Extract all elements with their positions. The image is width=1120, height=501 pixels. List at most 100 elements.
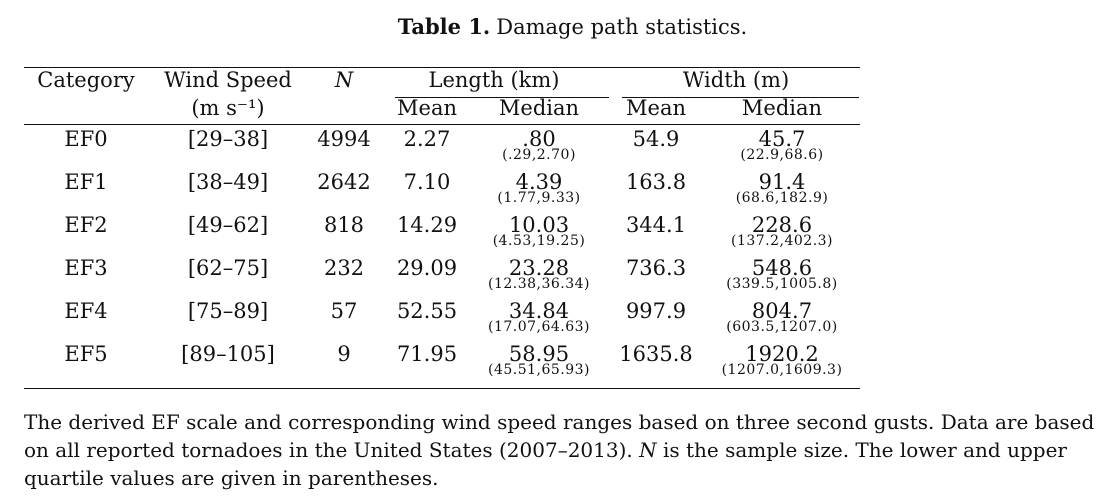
cell-width-median-quartiles: (22.9,68.6)	[740, 147, 824, 163]
cell-width-median-value: 228.6	[751, 213, 813, 237]
header-width: Width (m)	[682, 68, 790, 92]
cell-width-median-value: 548.6	[751, 256, 813, 280]
cell-width-mean-value: 1635.8	[619, 342, 693, 366]
cell-n-value: 232	[323, 256, 365, 280]
cell-width-median-value: 804.7	[751, 299, 813, 323]
cell-width-median-quartiles: (339.5,1005.8)	[726, 276, 838, 292]
header-category: Category	[37, 68, 135, 92]
cell-n-value: 9	[337, 342, 351, 366]
cell-width-median: 91.4 (68.6,182.9)	[736, 171, 829, 206]
top-rule	[24, 67, 860, 69]
table-caption: Table 1. Damage path statistics.	[0, 14, 1120, 39]
table-note: The derived EF scale and corresponding w…	[24, 408, 1114, 492]
cell-n-value: 57	[330, 299, 358, 323]
header-width-mean: Mean	[626, 96, 686, 120]
cell-length-mean: 7.10	[404, 171, 451, 193]
cell-category: EF2	[64, 214, 107, 236]
cell-n: 232	[324, 257, 364, 279]
cell-length-median-quartiles: (1.77,9.33)	[497, 190, 581, 206]
cell-category-value: EF5	[64, 342, 108, 366]
cell-width-median-value: 45.7	[758, 127, 806, 151]
cell-length-median-quartiles: (.29,2.70)	[502, 147, 576, 163]
cell-wind-speed: [29–38]	[188, 128, 268, 150]
cell-width-median: 45.7 (22.9,68.6)	[740, 128, 823, 163]
cell-wind-speed: [75–89]	[188, 300, 268, 322]
cell-n: 9	[337, 343, 350, 365]
cell-wind-speed-value: [29–38]	[187, 127, 269, 151]
cell-width-median: 1920.2 (1207.0,1609.3)	[722, 343, 843, 378]
cell-length-mean: 2.27	[404, 128, 451, 150]
cell-width-median-value: 91.4	[758, 170, 806, 194]
cell-n: 818	[324, 214, 364, 236]
cell-length-median: 23.28 (12.38,36.34)	[488, 257, 590, 292]
header-n: N	[334, 68, 354, 92]
cell-n-value: 4994	[317, 127, 371, 151]
cell-category: EF0	[64, 128, 107, 150]
cell-length-median: 10.03 (4.53,19.25)	[493, 214, 586, 249]
header-rule	[24, 124, 860, 125]
cell-width-mean: 736.3	[626, 257, 686, 279]
length-group-rule	[395, 97, 609, 98]
cell-length-median-value: 23.28	[508, 256, 570, 280]
cell-category: EF1	[64, 171, 107, 193]
header-length-mean: Mean	[397, 96, 457, 120]
cell-length-median: 4.39 (1.77,9.33)	[497, 171, 580, 206]
cell-length-median-value: 10.03	[508, 213, 570, 237]
cell-width-median-quartiles: (137.2,402.3)	[730, 233, 834, 249]
cell-length-median-value: 58.95	[508, 342, 570, 366]
cell-length-median-value: .80	[522, 127, 556, 151]
cell-wind-speed: [49–62]	[188, 214, 268, 236]
cell-width-mean-value: 736.3	[625, 256, 687, 280]
cell-length-mean-value: 7.10	[403, 170, 451, 194]
table-caption-text: Damage path statistics.	[496, 15, 748, 39]
cell-length-mean-value: 2.27	[403, 127, 451, 151]
cell-length-mean: 29.09	[397, 257, 457, 279]
cell-width-median: 804.7 (603.5,1207.0)	[726, 300, 837, 335]
header-wind-units: (m s⁻¹)	[191, 96, 265, 120]
cell-wind-speed-value: [89–105]	[181, 342, 275, 366]
cell-n-value: 818	[323, 213, 365, 237]
cell-length-mean: 52.55	[397, 300, 457, 322]
cell-wind-speed: [89–105]	[181, 343, 275, 365]
cell-width-mean: 1635.8	[619, 343, 692, 365]
cell-width-median-value: 1920.2	[745, 342, 819, 366]
header-wind-speed: Wind Speed	[164, 68, 292, 92]
cell-width-mean: 344.1	[626, 214, 686, 236]
header-length-median: Median	[498, 96, 580, 120]
cell-length-mean-value: 71.95	[396, 342, 458, 366]
cell-length-median-quartiles: (45.51,65.93)	[487, 362, 591, 378]
header-length: Length (km)	[428, 68, 560, 92]
width-group-rule	[622, 97, 859, 98]
cell-category-value: EF2	[64, 213, 108, 237]
cell-category-value: EF3	[64, 256, 108, 280]
header-width-median: Median	[741, 96, 823, 120]
cell-width-mean-value: 54.9	[632, 127, 680, 151]
cell-n: 2642	[317, 171, 370, 193]
cell-category-value: EF0	[64, 127, 108, 151]
cell-n: 4994	[317, 128, 370, 150]
cell-width-median-quartiles: (68.6,182.9)	[735, 190, 829, 206]
cell-width-mean-value: 163.8	[625, 170, 687, 194]
cell-category: EF3	[64, 257, 107, 279]
cell-category: EF5	[64, 343, 107, 365]
cell-width-mean: 163.8	[626, 171, 686, 193]
note-n-symbol: N	[639, 438, 657, 462]
bottom-rule	[24, 388, 860, 390]
cell-wind-speed-value: [75–89]	[187, 299, 269, 323]
cell-width-median: 548.6 (339.5,1005.8)	[726, 257, 837, 292]
cell-length-median: 58.95 (45.51,65.93)	[488, 343, 590, 378]
cell-n: 57	[331, 300, 358, 322]
cell-category-value: EF4	[64, 299, 108, 323]
cell-length-median-quartiles: (17.07,64.63)	[487, 319, 591, 335]
cell-width-median-quartiles: (603.5,1207.0)	[726, 319, 838, 335]
cell-length-mean-value: 29.09	[396, 256, 458, 280]
cell-length-mean-value: 52.55	[396, 299, 458, 323]
cell-length-median: 34.84 (17.07,64.63)	[488, 300, 590, 335]
cell-wind-speed-value: [49–62]	[187, 213, 269, 237]
cell-length-median-value: 34.84	[508, 299, 570, 323]
cell-width-mean-value: 997.9	[625, 299, 687, 323]
note-text-2: is the sample size. The lower and upper …	[24, 438, 1067, 490]
cell-width-mean-value: 344.1	[625, 213, 687, 237]
cell-length-mean: 14.29	[397, 214, 457, 236]
cell-width-mean: 54.9	[633, 128, 680, 150]
